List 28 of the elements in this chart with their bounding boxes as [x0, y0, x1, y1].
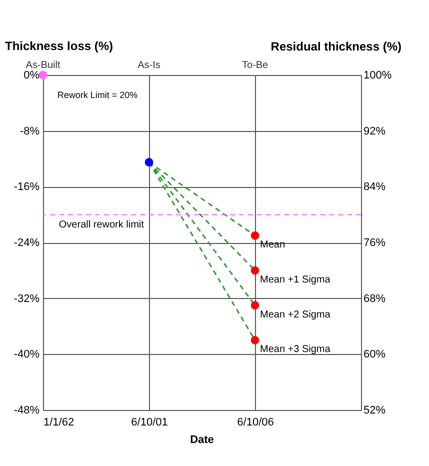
text: As-Built	[26, 60, 60, 71]
text: As-Is	[138, 60, 160, 71]
y2-tick-label: 76%	[364, 237, 386, 249]
annotation: Mean +3 Sigma	[260, 344, 331, 356]
y-tick-label: -16%	[14, 181, 40, 194]
y2-tick-label: 60%	[364, 348, 386, 361]
x-tick-label: 1/1/62	[44, 416, 74, 428]
x-tick-label: 6/10/01	[131, 416, 168, 428]
x-tick-label: 6/10/06	[237, 416, 274, 428]
y2-tick-label: 100%	[364, 70, 392, 82]
text: To-Be	[242, 60, 268, 71]
y2-tick-label: 68%	[364, 292, 386, 305]
y2-axis-title: Residual thickness (%)	[270, 40, 402, 54]
ref-line-label: Overall rework limit	[58, 220, 144, 231]
y2-tick-label: 52%	[364, 404, 386, 416]
x-axis-title: Date	[190, 434, 214, 446]
annotation: Rework Limit = 20%	[57, 90, 138, 100]
y-axis-title: Thickness loss (%)	[5, 39, 114, 53]
annotation: Mean +1 Sigma	[260, 274, 331, 286]
y-tick-label: -32%	[14, 292, 40, 305]
y-tick-label: -8%	[20, 125, 40, 138]
y-tick-label: -48%	[14, 404, 40, 416]
annotation: Mean +2 Sigma	[260, 309, 331, 320]
y2-tick-label: 92%	[364, 125, 386, 138]
y2-tick-label: 84%	[364, 181, 386, 194]
y-tick-label: -24%	[14, 237, 40, 249]
y-tick-label: -40%	[14, 348, 40, 361]
y-tick-label: 0%	[24, 70, 40, 82]
